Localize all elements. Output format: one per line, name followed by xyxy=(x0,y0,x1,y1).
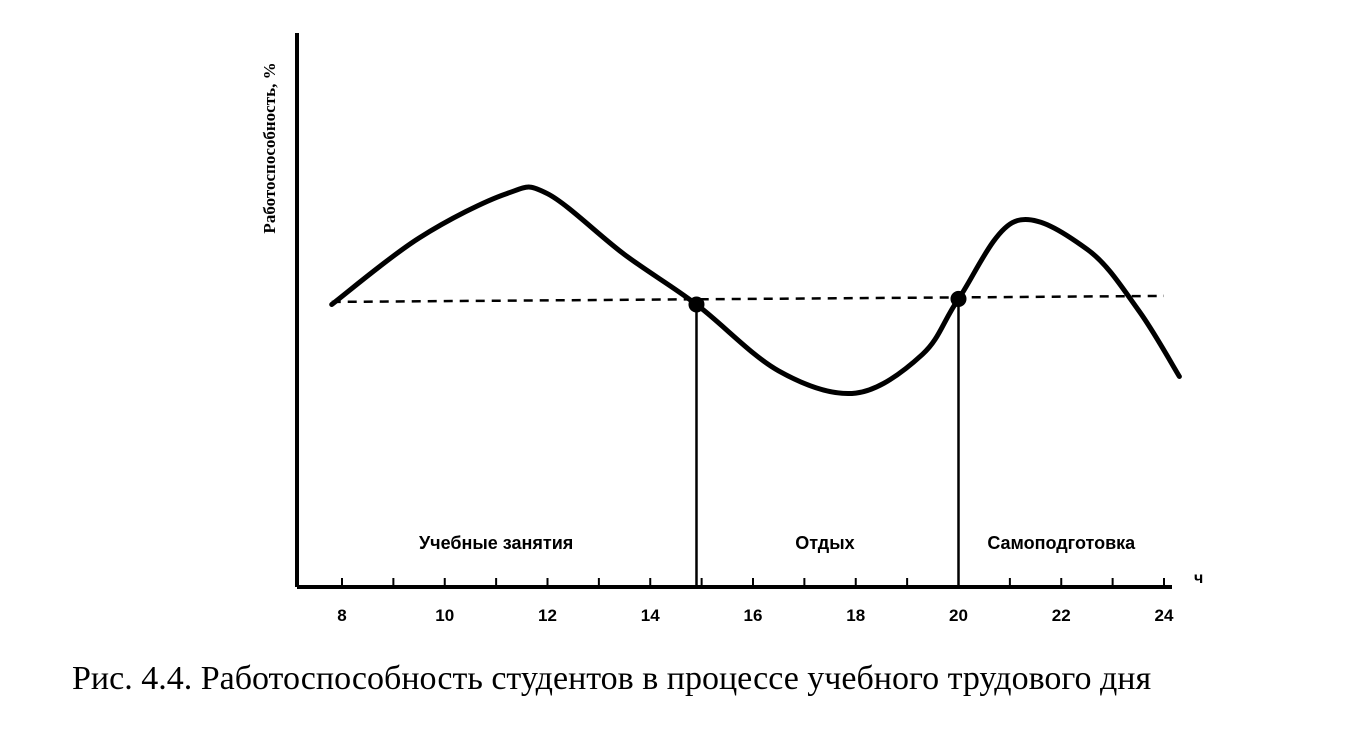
region-label: Отдых xyxy=(795,533,854,553)
dividers xyxy=(695,298,960,587)
x-tick-label: 16 xyxy=(744,606,763,625)
intersection-marker xyxy=(688,296,705,313)
axis-labels: ч Работоспособность, % xyxy=(260,62,1203,587)
reference-line xyxy=(331,294,1165,304)
intersection-marker xyxy=(950,290,967,307)
axes xyxy=(295,33,1172,589)
x-tick-label: 24 xyxy=(1155,606,1174,625)
work-capacity-curve xyxy=(329,184,1182,397)
x-tick-label: 18 xyxy=(846,606,865,625)
y-axis-label: Работоспособность, % xyxy=(260,62,279,233)
region-label: Учебные занятия xyxy=(419,533,573,553)
markers xyxy=(688,290,967,313)
x-ticks: 8 10 12 14 16 18 20 22 24 xyxy=(337,578,1174,625)
x-tick-label: 14 xyxy=(641,606,660,625)
reference-line-group xyxy=(331,294,1165,304)
x-tick-label: 20 xyxy=(949,606,968,625)
curve-group xyxy=(329,184,1182,397)
x-tick-label: 12 xyxy=(538,606,557,625)
x-tick-label: 22 xyxy=(1052,606,1071,625)
x-tick-label: 10 xyxy=(435,606,454,625)
figure-caption: Рис. 4.4. Работоспособность студентов в … xyxy=(72,660,1152,697)
x-tick-label: 8 xyxy=(337,606,346,625)
region-label: Самоподготовка xyxy=(987,533,1136,553)
region-labels: Учебные занятия Отдых Самоподготовка xyxy=(419,533,1136,553)
x-unit-label: ч xyxy=(1194,570,1203,587)
